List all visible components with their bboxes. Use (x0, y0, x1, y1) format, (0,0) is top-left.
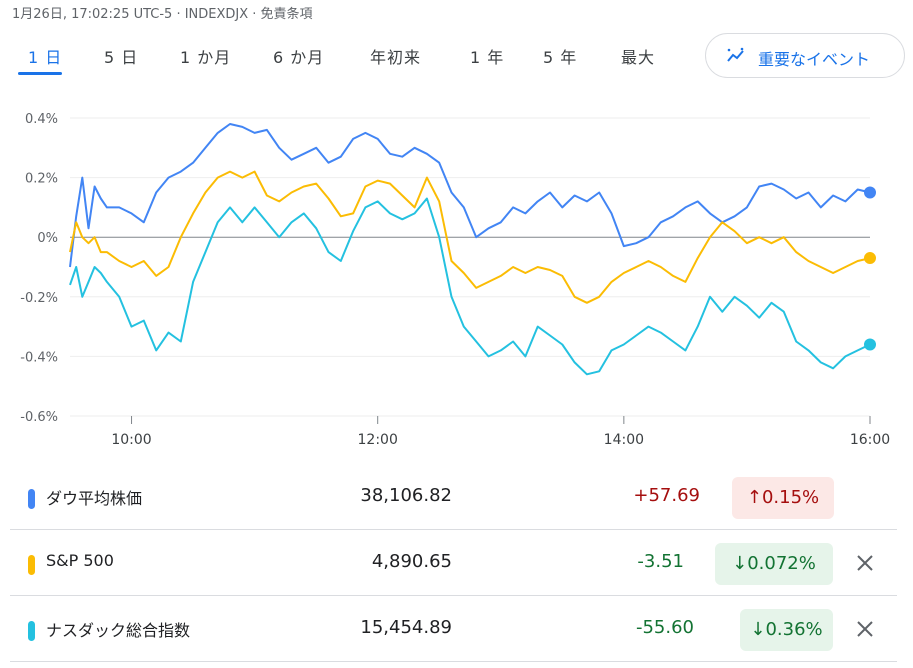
percent-change: 0.36% (765, 619, 823, 640)
index-row-nasdaq[interactable]: ナスダック総合指数 15,454.89 -55.60 ↓0.36% (10, 597, 897, 662)
tab-1-month[interactable]: 1 か月 (180, 48, 232, 67)
index-name: ダウ平均株価 (46, 489, 143, 508)
price-chart[interactable]: 0.4% 0.2% 0% -0.2% -0.4% -0.6% 10:00 12:00 14:00… (0, 100, 913, 460)
key-events-button[interactable]: 重要なイベント (705, 33, 905, 78)
row-divider (10, 661, 897, 662)
y-tick-label: 0% (37, 231, 58, 246)
tab-ytd[interactable]: 年初来 (370, 48, 422, 67)
close-icon[interactable] (853, 551, 877, 575)
series-line-2 (69, 170, 871, 304)
percent-change-badge: ↓0.36% (740, 609, 833, 651)
percent-change-badge: ↑0.15% (732, 477, 834, 519)
series-line-3 (69, 197, 871, 376)
index-change: +57.69 (633, 485, 700, 506)
x-tick-label: 14:00 (604, 432, 644, 448)
series-endpoint-2 (864, 252, 876, 265)
index-name: S&P 500 (46, 551, 114, 570)
tab-6-month[interactable]: 6 か月 (273, 48, 325, 67)
y-tick-label: -0.4% (20, 350, 58, 365)
active-tab-indicator (18, 72, 62, 75)
percent-change: 0.15% (761, 487, 820, 508)
tab-5-day[interactable]: 5 日 (104, 48, 139, 67)
range-tabs: 1 日 5 日 1 か月 6 か月 年初来 1 年 5 年 最大 (0, 40, 913, 80)
series-swatch (28, 489, 35, 509)
index-row-dow[interactable]: ダウ平均株価 38,106.82 +57.69 ↑0.15% (10, 465, 897, 530)
series-swatch (28, 621, 35, 641)
row-divider (10, 529, 897, 530)
status-line: 1月26日, 17:02:25 UTC-5 · INDEXDJX · 免責条項 (12, 7, 313, 22)
series-line-1 (69, 123, 871, 268)
series-swatch (28, 555, 35, 575)
y-tick-label: -0.6% (20, 410, 58, 425)
arrow-down-icon: ↓ (732, 553, 748, 574)
x-tick-label: 12:00 (358, 432, 398, 448)
index-price: 4,890.65 (371, 551, 452, 572)
sparkline-icon (726, 46, 746, 70)
index-row-sp500[interactable]: S&P 500 4,890.65 -3.51 ↓0.072% (10, 531, 897, 596)
percent-change-badge: ↓0.072% (715, 543, 833, 585)
index-price: 38,106.82 (360, 485, 452, 506)
tab-5-year[interactable]: 5 年 (543, 48, 578, 67)
x-tick-label: 16:00 (850, 432, 890, 448)
percent-change: 0.072% (747, 553, 816, 574)
tab-max[interactable]: 最大 (621, 48, 656, 67)
arrow-down-icon: ↓ (750, 619, 766, 640)
index-price: 15,454.89 (360, 617, 452, 638)
series-endpoint-3 (864, 338, 876, 351)
row-divider (10, 595, 897, 596)
index-change: -55.60 (635, 617, 694, 638)
close-icon[interactable] (853, 617, 877, 641)
tab-1-year[interactable]: 1 年 (470, 48, 505, 67)
index-change: -3.51 (637, 551, 684, 572)
key-events-label: 重要なイベント (758, 50, 871, 69)
index-name: ナスダック総合指数 (46, 621, 191, 640)
arrow-up-icon: ↑ (746, 487, 762, 508)
tab-1-day[interactable]: 1 日 (28, 48, 63, 67)
y-tick-label: 0.2% (25, 172, 58, 187)
series-endpoint-1 (864, 186, 876, 199)
y-tick-label: -0.2% (20, 291, 58, 306)
y-tick-label: 0.4% (25, 112, 58, 127)
x-tick-label: 10:00 (111, 432, 151, 448)
